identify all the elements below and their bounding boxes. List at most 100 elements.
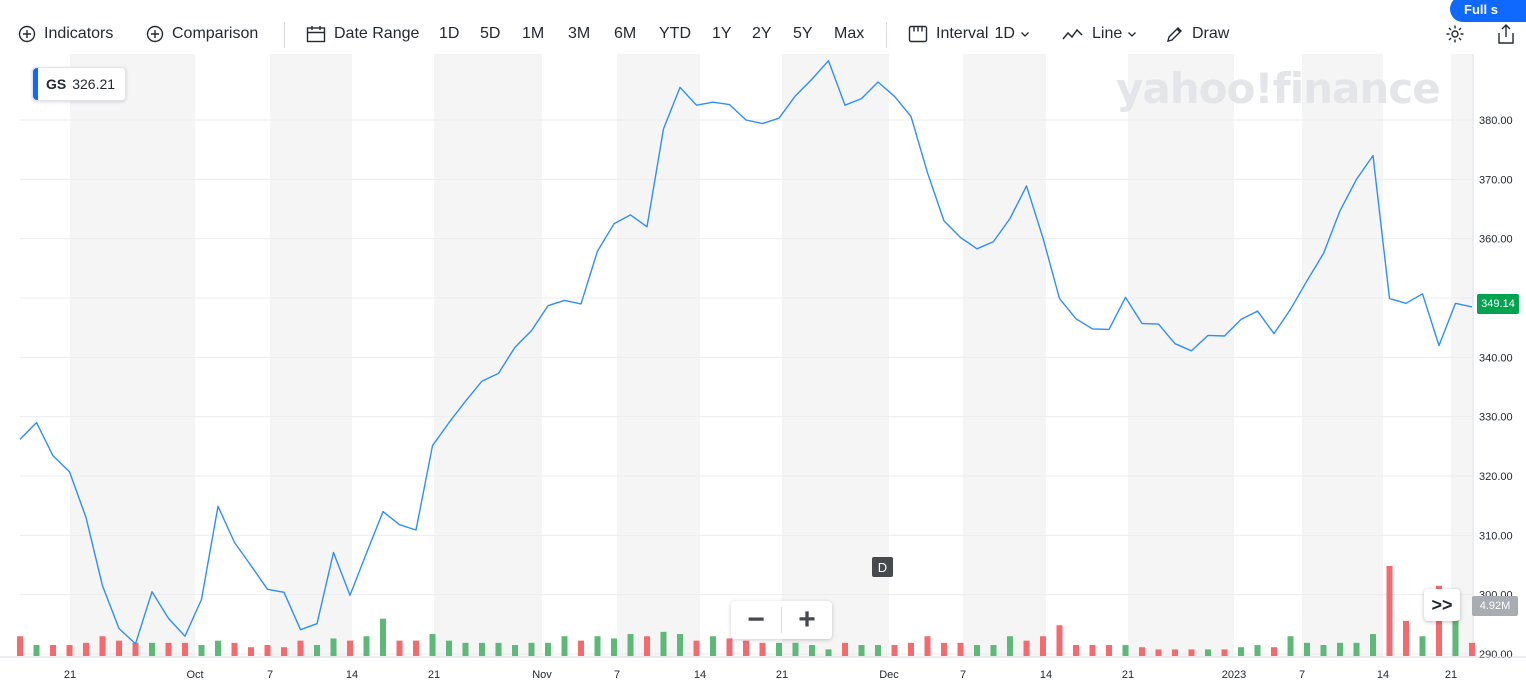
last-price-label: 349.14 [1477,294,1519,314]
dividend-marker[interactable]: D [872,557,893,577]
volume-bar [380,618,386,656]
gear-icon [1446,25,1464,43]
zoom-controls: − + [731,601,832,639]
draw-button[interactable]: Draw [1166,22,1229,46]
fullscreen-button[interactable]: Full s [1450,0,1526,22]
volume-bar [1040,636,1046,656]
x-tick-label: 21 [428,669,440,681]
x-tick-label: 21 [1445,669,1457,681]
range-button-1d[interactable]: 1D [439,25,460,42]
volume-bar [132,642,139,656]
volume-bar [1155,649,1162,656]
y-tick-label: 370.00 [1479,174,1513,186]
volume-bar [1353,642,1360,656]
price-chart[interactable]: 290.00300.00310.00320.00330.00340.00350.… [0,54,1526,684]
scroll-to-latest-button[interactable]: >> [1424,589,1460,621]
comparison-label: Comparison [172,25,259,42]
price-line [19,60,1473,645]
range-button-ytd[interactable]: YTD [659,25,691,42]
volume-bar [957,642,964,656]
range-button-5d[interactable]: 5D [480,25,501,42]
volume-bar [545,642,551,656]
volume-bar [363,636,370,656]
volume-bar [248,647,254,656]
chart-band [434,54,542,657]
volume-bar [578,640,584,656]
ticker-tag[interactable]: GS 326.21 [32,67,127,101]
volume-bar [231,642,238,656]
volume-bar [396,640,403,656]
volume-bar [1370,634,1376,656]
range-button-1y[interactable]: 1Y [712,25,732,42]
y-tick-label: 290.00 [1479,649,1513,661]
volume-bar [83,642,89,656]
x-tick-label: 21 [64,669,76,681]
volume-bar [198,645,205,656]
indicators-button[interactable]: Indicators [18,22,113,46]
x-tick-label: 21 [776,669,788,681]
volume-bar [594,636,601,656]
volume-bar [495,642,502,656]
x-tick-label: Nov [532,669,552,681]
y-tick-label: 310.00 [1479,530,1513,542]
volume-bar [1056,625,1063,656]
range-button-6m[interactable]: 6M [614,25,637,42]
volume-bar [50,645,56,656]
chevron-down-icon [1020,32,1029,37]
share-icon [1498,24,1514,44]
zoom-in-button[interactable]: + [798,603,816,636]
volume-bar [908,642,914,656]
x-tick-label: 7 [614,669,620,681]
settings-button[interactable] [1445,22,1473,46]
interval-dropdown[interactable]: Interval 1D [908,22,1030,46]
volume-bar [842,642,848,656]
volume-bar [792,642,799,656]
range-button-3m[interactable]: 3M [568,25,591,42]
range-button-max[interactable]: Max [834,25,865,42]
volume-bar [1188,649,1195,656]
volume-bar [1073,645,1079,656]
volume-bar [726,638,733,656]
chart-band [1451,54,1472,657]
volume-bar [165,642,172,656]
volume-bar [330,638,337,656]
volume-bar [297,640,304,656]
volume-bar [1469,642,1475,656]
date-range-button[interactable]: Date Range [306,22,419,46]
candle-interval-icon [908,25,928,43]
range-button-1m[interactable]: 1M [522,25,545,42]
plus-circle-icon [18,25,36,43]
chart-type-dropdown[interactable]: Line [1062,22,1137,46]
volume-bar [1139,647,1145,656]
chart-band [70,54,195,657]
y-tick-label: 340.00 [1479,352,1513,364]
volume-bar [1023,640,1030,656]
volume-bar [1221,649,1228,656]
comparison-button[interactable]: Comparison [146,22,258,46]
volume-bar [759,642,766,656]
interval-value: 1D [994,25,1015,42]
chart-toolbar: Indicators Comparison Date Range 1D 5D 1… [0,0,1526,54]
date-range-label: Date Range [334,25,420,42]
range-button-2y[interactable]: 2Y [752,25,772,42]
calendar-icon [306,26,326,43]
x-tick-label: 14 [694,669,706,681]
volume-bar [875,645,881,656]
range-button-5y[interactable]: 5Y [793,25,813,42]
volume-bar [1337,642,1343,656]
chart-area[interactable]: 290.00300.00310.00320.00330.00340.00350.… [0,54,1526,684]
volume-bar [1172,649,1178,656]
volume-bar [1452,612,1459,656]
volume-bar [1386,566,1393,656]
volume-bar [611,638,617,656]
chevron-down-icon [1128,32,1137,37]
share-button[interactable] [1497,22,1523,46]
y-tick-label: 360.00 [1479,234,1513,246]
volume-bar [429,634,436,656]
interval-label: Interval [936,25,989,42]
zoom-out-button[interactable]: − [747,603,765,636]
volume-bar [1122,645,1129,656]
volume-bar [1419,636,1426,656]
chart-band [1302,54,1383,657]
volume-bar [1254,645,1261,656]
